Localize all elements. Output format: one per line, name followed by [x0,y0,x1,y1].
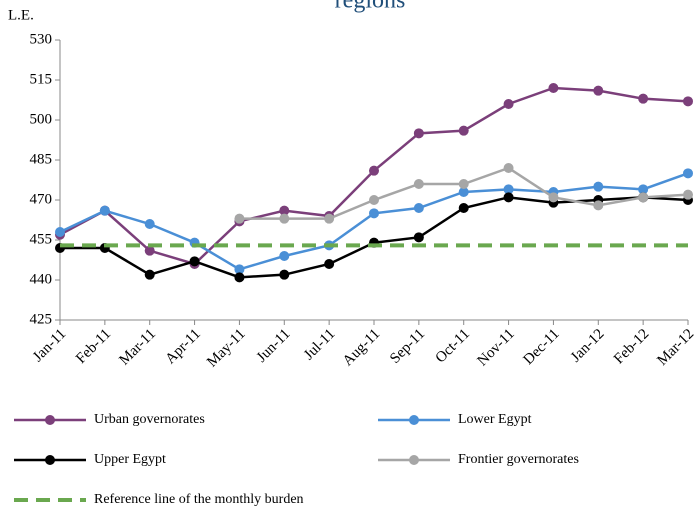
x-tick-label: Dec-11 [521,326,563,368]
data-point [189,256,200,267]
data-point [458,187,469,197]
x-tick-label: Aug-11 [340,326,383,369]
data-point [593,200,604,211]
data-point [503,163,514,173]
data-point [324,259,335,269]
y-tick-label: 530 [30,31,53,47]
x-tick-label: Feb-11 [73,326,114,367]
data-point [55,227,65,237]
data-point [279,251,290,261]
legend-marker [409,455,419,465]
legend-marker [45,415,55,425]
data-point [458,203,469,213]
x-tick-label: Nov-11 [474,326,517,369]
data-point [503,192,514,203]
x-tick-label: Jun-11 [254,326,294,366]
data-point [503,184,514,195]
data-point [638,192,649,203]
y-tick-label: 425 [30,311,53,327]
data-point [369,195,379,205]
data-point [458,179,469,189]
data-point [413,203,424,213]
data-point [638,184,649,195]
data-point [279,205,290,216]
data-point [548,83,559,93]
data-point [234,272,245,283]
data-point [593,181,604,192]
legend-label: Frontier governorates [458,452,579,467]
y-tick-label: 515 [30,71,53,87]
x-tick-label: Feb-12 [611,326,652,367]
data-point [144,219,155,229]
data-point [279,269,290,280]
y-axis-label: L.E. [8,7,34,23]
legend-label: Reference line of the monthly burden [94,492,304,507]
data-point [99,205,110,216]
data-point [413,232,424,243]
x-tick-label: Jan-11 [30,326,69,365]
data-point [144,245,155,256]
x-tick-label: Mar-11 [116,326,159,369]
data-point [369,208,379,219]
data-point [683,96,693,107]
y-tick-label: 440 [30,271,53,287]
y-tick-label: 455 [30,231,53,247]
x-tick-label: May-11 [204,326,249,371]
legend-label: Urban governorates [94,412,205,427]
data-point [279,213,290,224]
data-point [144,269,155,280]
legend-marker [45,455,55,465]
data-point [458,125,469,136]
x-tick-label: Mar-12 [654,326,694,369]
chart-title: regions [335,0,406,14]
data-point [369,165,379,176]
y-tick-label: 500 [30,111,53,127]
legend-marker [409,415,419,425]
data-point [638,93,649,104]
data-point [413,179,424,189]
data-point [503,99,514,109]
y-tick-label: 470 [30,191,53,207]
legend-label: Lower Egypt [458,412,532,427]
x-tick-label: Oct-11 [433,326,473,366]
data-point [234,264,245,275]
data-point [234,213,245,224]
series-line [59,86,689,266]
legend-label: Upper Egypt [94,452,166,467]
x-tick-label: Jul-11 [301,326,338,363]
x-tick-label: Sep-11 [387,326,428,367]
x-tick-label: Apr-11 [162,326,203,367]
data-point [548,192,559,203]
y-tick-label: 485 [30,151,53,167]
data-point [683,189,693,200]
data-point [683,168,693,179]
data-point [324,213,335,224]
data-point [413,128,424,139]
data-point [593,85,604,96]
x-tick-label: Jan-12 [568,326,608,366]
